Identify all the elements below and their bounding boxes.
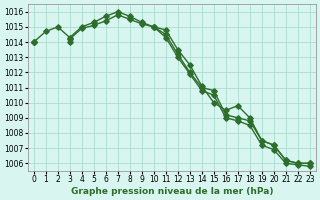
X-axis label: Graphe pression niveau de la mer (hPa): Graphe pression niveau de la mer (hPa) — [70, 187, 273, 196]
